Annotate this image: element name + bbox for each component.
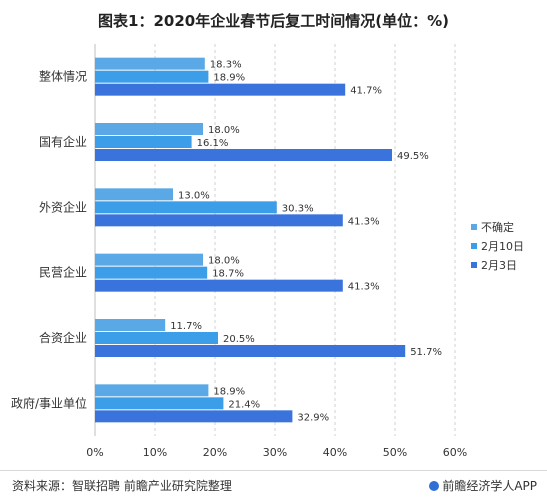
data-label: 11.7% <box>170 321 202 332</box>
data-label: 18.9% <box>213 386 245 397</box>
x-tick-label: 10% <box>143 446 167 459</box>
bar <box>95 266 208 279</box>
brand-credit: 前瞻经济学人APP <box>429 477 537 494</box>
data-label: 51.7% <box>410 347 442 358</box>
brand-logo-icon <box>429 481 440 491</box>
legend: 不确定 2月10日 2月3日 <box>471 219 524 276</box>
legend-entry: 不确定 <box>471 219 524 238</box>
legend-label: 2月10日 <box>481 240 524 253</box>
data-label: 18.3% <box>210 60 242 71</box>
category-label: 整体情况 <box>39 69 87 84</box>
data-label: 18.0% <box>208 125 240 136</box>
bar <box>95 201 277 214</box>
x-tick-label: 20% <box>203 446 227 459</box>
category-label: 合资企业 <box>39 330 87 345</box>
brand-name: 前瞻经济学人APP <box>442 479 537 493</box>
bar <box>95 253 203 266</box>
bar <box>95 410 293 423</box>
category-label: 国有企业 <box>39 134 87 149</box>
legend-entry: 2月3日 <box>471 257 524 276</box>
legend-swatch <box>471 224 477 230</box>
bars <box>95 57 406 423</box>
bar <box>95 123 203 135</box>
x-tick-label: 30% <box>263 446 287 459</box>
legend-label: 2月3日 <box>481 259 517 272</box>
data-label: 18.0% <box>208 256 240 267</box>
data-label: 18.7% <box>212 269 244 280</box>
legend-entry: 2月10日 <box>471 238 524 257</box>
category-label: 民营企业 <box>39 265 87 280</box>
source-note: 资料来源：智联招聘 前瞻产业研究院整理 <box>12 479 232 493</box>
x-tick-label: 40% <box>323 446 347 459</box>
bar <box>95 332 218 344</box>
bar <box>95 345 406 357</box>
data-label: 49.5% <box>397 151 429 162</box>
bar <box>95 83 346 96</box>
footer-divider <box>0 470 547 471</box>
legend-swatch <box>471 262 477 268</box>
bar <box>95 188 173 201</box>
category-label: 政府/事业单位 <box>11 395 87 410</box>
bar <box>95 319 166 331</box>
data-label: 32.9% <box>297 412 329 423</box>
bar <box>95 279 343 292</box>
legend-label: 不确定 <box>481 221 514 234</box>
bar <box>95 149 392 161</box>
grid-lines <box>94 44 456 436</box>
data-label: 20.5% <box>223 334 255 345</box>
x-tick-label: 0% <box>86 446 103 459</box>
bar <box>95 397 224 410</box>
x-tick-label: 60% <box>443 446 467 459</box>
data-label: 41.3% <box>348 282 380 293</box>
x-tick-label: 50% <box>383 446 407 459</box>
bar <box>95 57 205 70</box>
data-label: 18.9% <box>213 73 245 84</box>
bar <box>95 384 209 397</box>
data-label: 41.7% <box>350 86 382 97</box>
data-label: 21.4% <box>228 399 260 410</box>
bar-chart: 0% 10% 20% 30% 40% 50% 60% 整体情况 18.3% 18.9% 41.7% 国… <box>11 44 467 459</box>
category-label: 外资企业 <box>39 199 87 214</box>
data-label: 41.3% <box>348 216 380 227</box>
bar <box>95 214 343 227</box>
bar <box>95 136 192 148</box>
bar <box>95 70 209 83</box>
chart-title: 图表1：2020年企业春节后复工时间情况(单位：%) <box>98 12 449 30</box>
labels: 0% 10% 20% 30% 40% 50% 60% 整体情况 18.3% 18.9% 41.7% 国… <box>11 60 467 459</box>
data-label: 30.3% <box>282 203 314 214</box>
legend-swatch <box>471 243 477 249</box>
data-label: 13.0% <box>178 190 210 201</box>
data-label: 16.1% <box>197 138 229 149</box>
